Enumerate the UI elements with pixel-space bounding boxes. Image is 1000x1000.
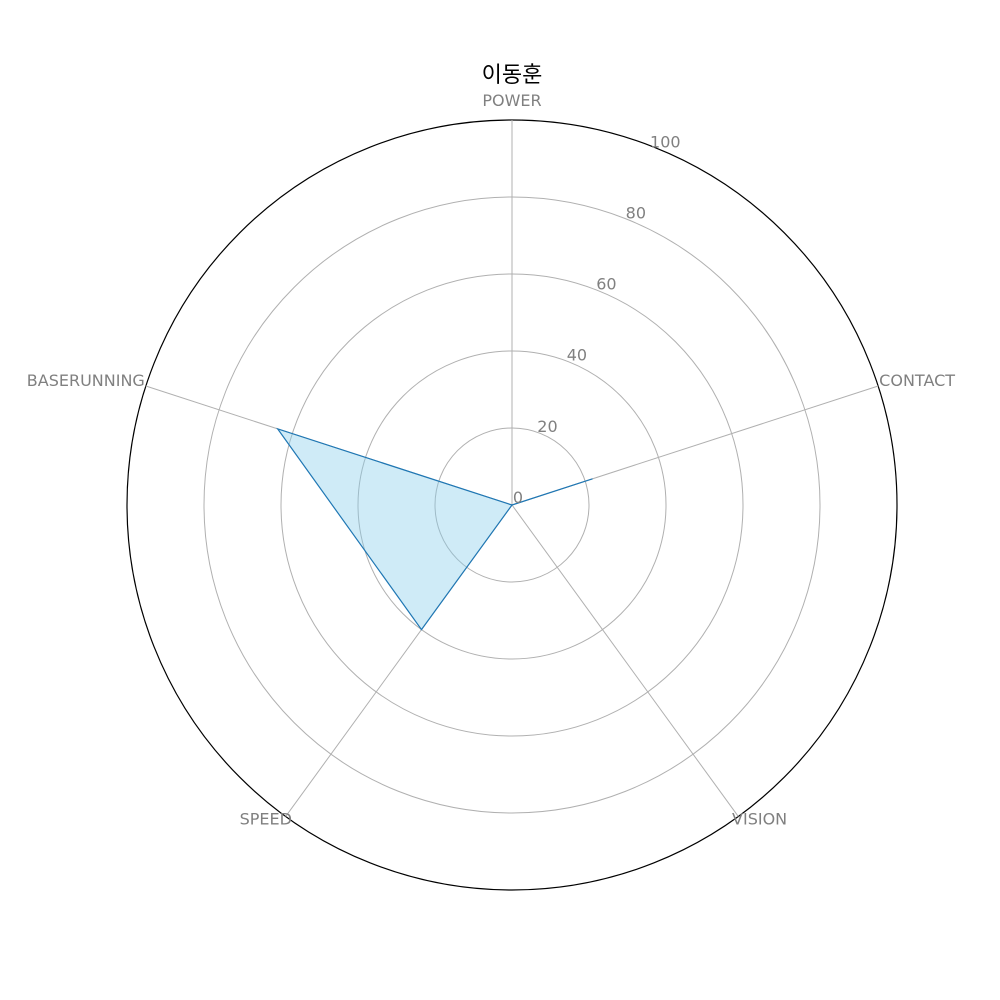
radial-tick-label: 20 [537, 417, 557, 436]
axis-label-baserunning: BASERUNNING [27, 371, 145, 390]
series-line [276, 427, 593, 631]
axis-label-contact: CONTACT [879, 371, 955, 390]
spoke-vision [511, 504, 739, 817]
axis-label-vision: VISION [732, 809, 787, 828]
radial-tick-label: 60 [596, 275, 616, 294]
axis-label-power: POWER [482, 91, 541, 110]
radial-tick-label: 100 [650, 132, 681, 151]
data-layer [276, 427, 593, 631]
radial-tick-label: 0 [513, 488, 523, 507]
axis-label-speed: SPEED [240, 809, 292, 828]
chart-title: 이동훈 [482, 63, 543, 88]
series-area [277, 428, 593, 630]
radial-tick-label: 40 [567, 346, 587, 365]
radial-tick-label: 80 [626, 203, 646, 222]
label-layer: 0 20 40 60 80 100 POWER CONTACT VISION SPEED BASER… [27, 91, 956, 828]
